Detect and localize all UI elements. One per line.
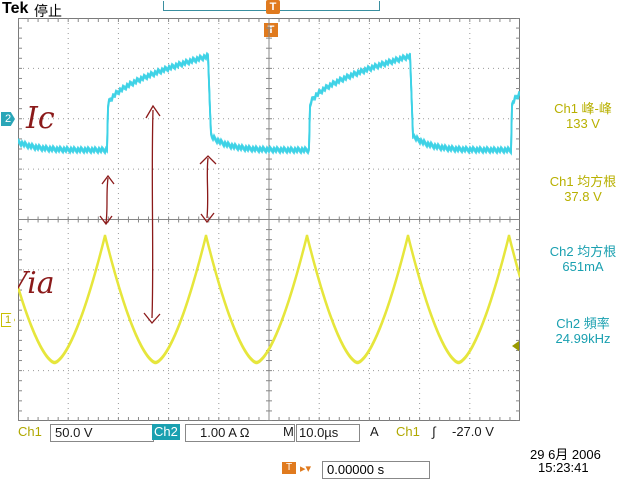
measurement-ch2-rms: Ch2 均方根 651mA [528,244,638,274]
measurement-value: 24.99kHz [555,331,611,346]
ic-annotation: Ic [25,101,55,136]
measurement-value: 37.8 V [564,189,602,204]
trigger-slope-icon[interactable]: ∫ [432,424,436,439]
trigger-position-marker[interactable]: T [266,0,280,14]
arrow-right-icon: ▸▾ [300,463,312,475]
annotation-arrow [199,155,217,165]
measurement-label: Ch1 均方根 [549,174,617,189]
measurement-label: Ch2 頻率 [556,316,610,331]
via-annotation: Via [18,266,55,301]
timebase-prefix: M [283,424,294,439]
trigger-level-value[interactable]: -27.0 V [452,424,494,439]
annotation-arrow [101,174,115,185]
trigger-source[interactable]: Ch1 [396,424,420,439]
trigger-time-marker[interactable]: T [264,23,278,37]
measurement-value: 133 V [566,116,600,131]
ch1-scale-value[interactable]: 50.0 V [50,424,154,442]
acquisition-state: 停止 [34,3,62,19]
status-bar: Ch1 50.0 V Ch2 1.00 A Ω M 10.0µs A Ch1 ∫… [18,424,526,442]
ch2-ground-marker[interactable]: 2 [1,112,15,126]
trigger-position-icon: T [282,462,296,474]
ch2-scale-label[interactable]: Ch2 [152,424,180,440]
ch2-trace [18,51,520,154]
handwritten-annotations [99,104,217,325]
time-display: 15:23:41 [538,460,589,475]
annotation-arrow [99,215,113,226]
date-display: 29 6月 2006 [530,447,601,462]
trigger-position-value[interactable]: 0.00000 s [322,461,430,479]
measurement-label: Ch1 峰-峰 [554,101,612,116]
waveform-display: Ic Via [18,18,520,421]
timebase-value[interactable]: 10.0µs [296,424,360,442]
ch1-scale-label[interactable]: Ch1 [18,424,42,439]
trigger-prefix: A [370,424,379,439]
annotation-arrow [145,104,161,119]
annotation-arrow [105,177,109,224]
measurement-ch2-freq: Ch2 頻率 24.99kHz [528,316,638,346]
annotation-arrow [200,212,215,224]
annotation-arrow [143,312,161,325]
measurement-value: 651mA [562,259,604,274]
measurement-ch1-pk-pk: Ch1 峰-峰 133 V [528,101,638,131]
measurement-label: Ch2 均方根 [549,244,617,259]
ch1-trace [18,235,520,365]
annotation-arrow [206,157,209,219]
ch1-ground-marker[interactable]: 1 [1,313,15,327]
brand-label: Tek [2,0,29,17]
annotation-arrow [151,109,154,319]
measurement-ch1-rms: Ch1 均方根 37.8 V [528,174,638,204]
ch2-scale-value[interactable]: 1.00 A Ω [185,424,295,442]
trigger-level-marker[interactable] [512,341,519,351]
graticule [18,18,520,421]
